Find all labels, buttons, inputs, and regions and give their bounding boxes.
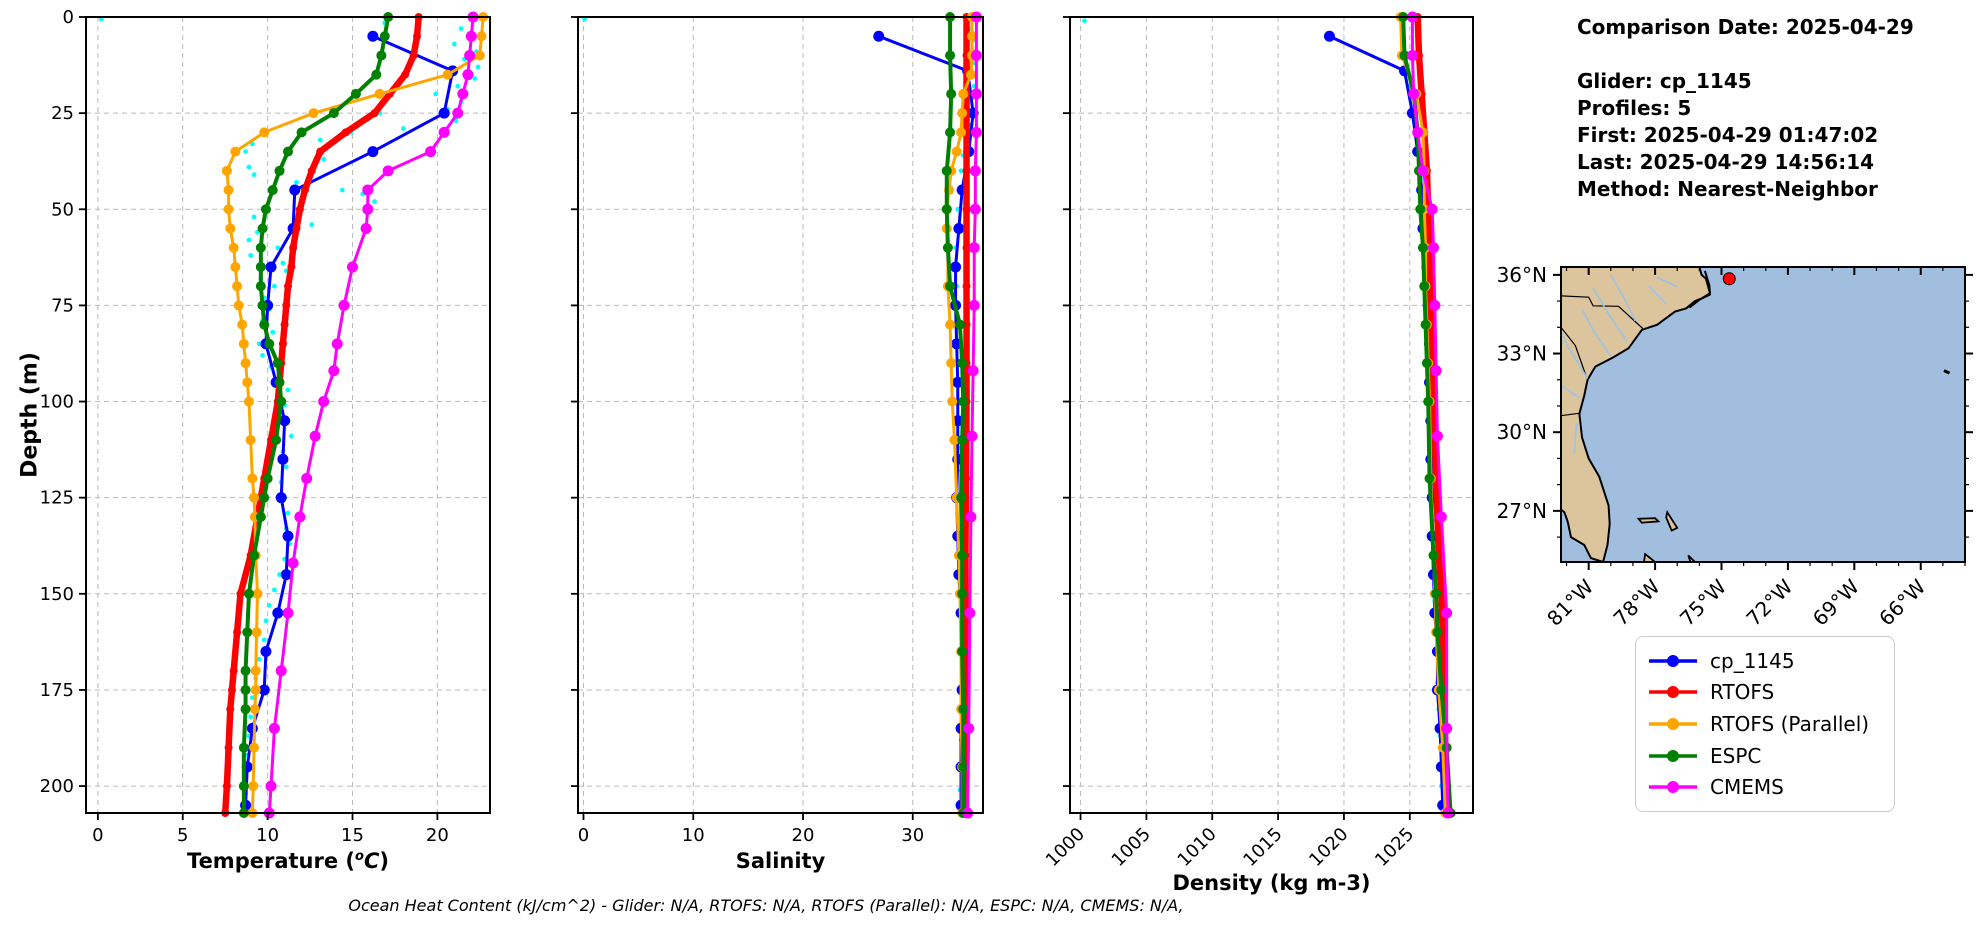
river [1561, 332, 1589, 379]
svg-text:50: 50 [51, 199, 74, 220]
map-lat-label: 36°N [1497, 263, 1547, 287]
island [1636, 517, 1661, 524]
svg-text:150: 150 [40, 584, 74, 605]
series-glider-raw [582, 16, 977, 812]
legend-item-espc: ESPC [1646, 740, 1884, 772]
glider-position-marker [1722, 272, 1736, 286]
legend-label: ESPC [1710, 743, 1762, 768]
svg-text:20: 20 [426, 825, 449, 846]
legend-line-sample [1649, 717, 1697, 730]
river [1581, 308, 1612, 357]
map-lon-label: 75°W [1675, 574, 1731, 630]
svg-text:200: 200 [40, 776, 74, 797]
svg-text:125: 125 [40, 488, 74, 509]
island [1665, 509, 1679, 532]
depth-axis-label: Depth (m) [17, 352, 43, 478]
map-lon-label: 69°W [1808, 574, 1864, 630]
svg-text:25: 25 [51, 103, 74, 124]
svg-text:1005: 1005 [1108, 824, 1155, 871]
map-lat-label: 30°N [1497, 420, 1547, 444]
river [1656, 276, 1678, 288]
svg-text:10: 10 [256, 825, 279, 846]
legend-line-sample [1649, 749, 1697, 762]
svg-text:0: 0 [92, 825, 103, 846]
salinity-panel: 0 10 20 30 [571, 11, 984, 846]
svg-text:10: 10 [682, 825, 705, 846]
svg-text:75: 75 [51, 295, 74, 316]
svg-text:1020: 1020 [1305, 824, 1352, 871]
svg-text:1010: 1010 [1174, 824, 1221, 871]
river [1592, 287, 1629, 343]
island [1687, 554, 1697, 562]
river [1561, 384, 1581, 399]
island-bermuda [1943, 369, 1951, 375]
legend-label: RTOFS [1710, 680, 1775, 705]
svg-text:5: 5 [177, 825, 188, 846]
glider-name-text: Glider: cp_1145 [1577, 69, 1752, 93]
legend-line-sample [1649, 654, 1697, 667]
legend-label: RTOFS (Parallel) [1710, 711, 1870, 736]
legend-label: cp_1145 [1710, 648, 1795, 673]
state-border [1561, 412, 1579, 417]
series-glider-raw [1082, 18, 1446, 812]
first-profile-time-text: First: 2025-04-29 01:47:02 [1577, 123, 1879, 147]
legend-item-cmems: CMEMS [1646, 771, 1884, 803]
method-text: Method: Nearest-Neighbor [1577, 177, 1878, 201]
state-border [1561, 295, 1644, 330]
location-map: 36°N 33°N 30°N 27°N 81°W 78°W 75°W 72°W 69°W 66°W [1497, 263, 1973, 631]
comparison-date-text: Comparison Date: 2025-04-29 [1577, 15, 1914, 39]
svg-text:15: 15 [341, 825, 364, 846]
svg-text:30: 30 [901, 825, 924, 846]
svg-text:20: 20 [792, 825, 815, 846]
outer-banks [1688, 270, 1712, 309]
river [1647, 284, 1667, 305]
last-profile-time-text: Last: 2025-04-29 14:56:14 [1577, 150, 1875, 174]
density-axis-label: Density (kg m-3) [1172, 871, 1371, 895]
map-lat-label: 27°N [1497, 499, 1547, 523]
series-cmems [1406, 11, 1454, 819]
svg-text:1025: 1025 [1371, 824, 1418, 871]
svg-text:175: 175 [40, 680, 74, 701]
map-lat-label: 33°N [1497, 342, 1547, 366]
legend-item-rtofs-parallel-: RTOFS (Parallel) [1646, 708, 1884, 740]
series-rtofs-parallel- [221, 12, 489, 818]
svg-text:100: 100 [40, 392, 74, 413]
legend: cp_1145 RTOFS RTOFS (Parallel) ESPC CMEMS [1635, 636, 1895, 812]
svg-text:0: 0 [63, 7, 74, 28]
river [1610, 274, 1636, 322]
svg-text:0: 0 [578, 825, 589, 846]
salinity-axis-label: Salinity [735, 849, 826, 873]
island [1643, 552, 1657, 562]
map-lon-label: 72°W [1741, 574, 1797, 630]
legend-label: CMEMS [1710, 775, 1784, 800]
map-lon-label: 78°W [1609, 574, 1665, 630]
legend-line-sample [1649, 686, 1697, 699]
density-panel: 1000 1005 1010 1015 1020 1025 [1042, 11, 1474, 871]
map-lon-label: 66°W [1874, 574, 1930, 630]
legend-item-rtofs: RTOFS [1646, 677, 1884, 709]
legend-line-sample [1649, 781, 1697, 794]
legend-item-cp-1145: cp_1145 [1646, 645, 1884, 677]
comparison-info-block: Comparison Date: 2025-04-29 Glider: cp_1… [1577, 14, 1914, 203]
map-lon-label: 81°W [1542, 574, 1598, 630]
river [1573, 422, 1578, 454]
series-espc [238, 12, 394, 818]
svg-text:1000: 1000 [1042, 824, 1089, 871]
svg-text:1015: 1015 [1239, 824, 1286, 871]
temperature-panel: 0 25 50 75 100 125 150 175 200 0 5 10 15 20 [40, 7, 491, 846]
series-glider-raw [98, 16, 481, 812]
profiles-count-text: Profiles: 5 [1577, 96, 1692, 120]
series-cmems [263, 11, 479, 819]
ocean-heat-content-annotation: Ocean Heat Content (kJ/cm^2) - Glider: N… [348, 896, 1184, 915]
series-cmems [962, 11, 982, 819]
state-border [1561, 326, 1588, 378]
temperature-axis-label: Temperature (oC) [187, 849, 389, 873]
